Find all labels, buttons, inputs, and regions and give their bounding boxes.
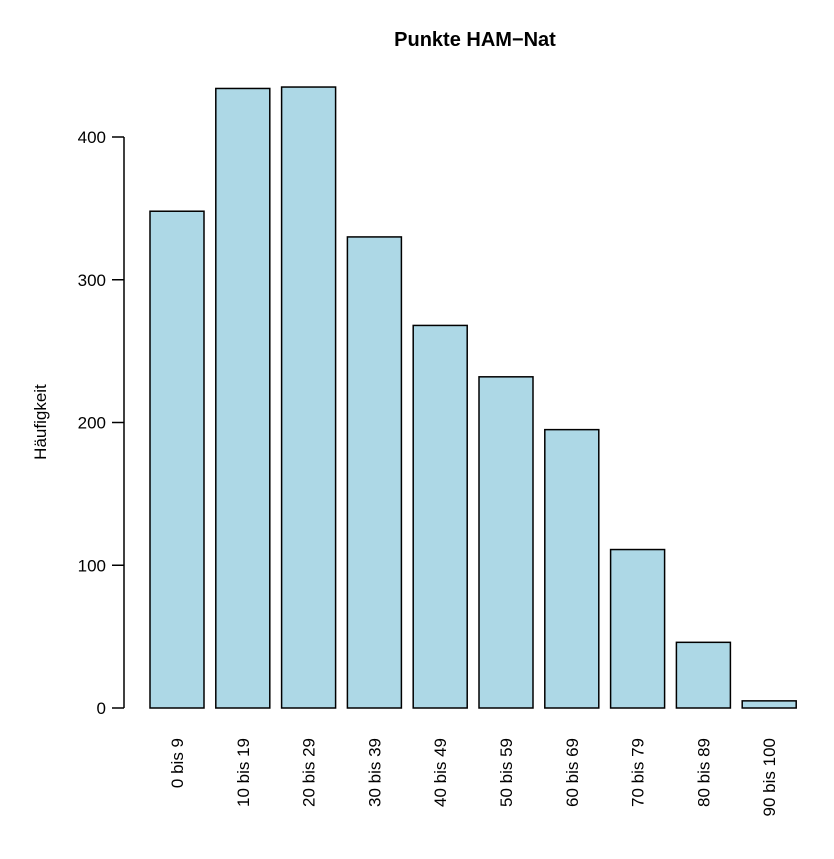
chart-title: Punkte HAM−Nat xyxy=(394,29,556,51)
bar xyxy=(215,87,271,709)
y-tick-label: 200 xyxy=(78,414,106,433)
bar xyxy=(609,548,666,709)
x-tick-label: 10 bis 19 xyxy=(234,738,253,807)
bar xyxy=(675,641,732,709)
y-axis-label: Häufigkeit xyxy=(31,384,50,460)
bar xyxy=(280,86,337,709)
bar xyxy=(741,700,797,709)
x-tick-label: 0 bis 9 xyxy=(168,738,187,788)
bar xyxy=(149,210,205,709)
x-tick-label: 40 bis 49 xyxy=(431,738,450,807)
x-tick-label: 30 bis 39 xyxy=(365,738,384,807)
x-tick-label: 90 bis 100 xyxy=(760,738,779,816)
bar xyxy=(412,324,468,709)
x-tick-label: 20 bis 29 xyxy=(300,738,319,807)
x-tick-label: 80 bis 89 xyxy=(694,738,713,807)
y-tick-label: 0 xyxy=(97,699,106,718)
x-tick-label: 70 bis 79 xyxy=(629,738,648,807)
x-tick-label: 50 bis 59 xyxy=(497,738,516,807)
bar xyxy=(478,376,534,709)
y-tick-label: 100 xyxy=(78,556,106,575)
x-axis-labels: 0 bis 9 10 bis 19 20 bis 29 30 bis 39 40 bis… xyxy=(168,738,779,816)
y-axis: 0 100 200 300 400 xyxy=(78,128,125,718)
bar xyxy=(544,428,600,709)
x-tick-label: 60 bis 69 xyxy=(563,738,582,807)
y-tick-label: 400 xyxy=(78,128,106,147)
bars xyxy=(149,86,797,709)
y-tick-label: 300 xyxy=(78,271,106,290)
bar xyxy=(346,236,403,709)
